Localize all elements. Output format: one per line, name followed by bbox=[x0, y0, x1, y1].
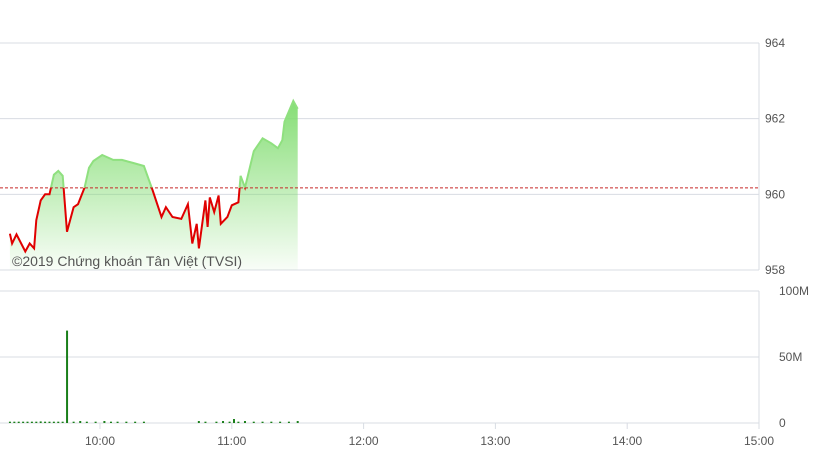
volume-bar bbox=[30, 421, 33, 423]
volume-bar bbox=[109, 421, 112, 423]
time-axis: 10:00 11:00 12:00 13:00 14:00 15:00 bbox=[85, 423, 774, 448]
volume-bar bbox=[85, 421, 88, 423]
volume-bar bbox=[39, 421, 42, 423]
time-tick-label: 13:00 bbox=[480, 434, 510, 448]
volume-bar bbox=[8, 421, 11, 423]
price-tick-label: 960 bbox=[765, 187, 785, 201]
volume-bar bbox=[125, 421, 128, 423]
volume-bar bbox=[252, 421, 255, 423]
volume-bar bbox=[57, 421, 60, 423]
price-line-up bbox=[49, 98, 299, 188]
volume-bar bbox=[116, 421, 119, 423]
volume-bar bbox=[52, 421, 55, 423]
price-tick-label: 964 bbox=[765, 36, 785, 50]
watermark: ©2019 Chứng khoán Tân Việt (TVSI) bbox=[12, 253, 242, 269]
price-tick-label: 958 bbox=[765, 263, 785, 277]
price-tick-label: 962 bbox=[765, 112, 785, 126]
volume-bar bbox=[197, 421, 200, 423]
volume-bar bbox=[261, 421, 264, 423]
volume-bar bbox=[222, 421, 225, 423]
volume-bar bbox=[48, 421, 51, 423]
volume-bar bbox=[232, 419, 235, 423]
volume-bar bbox=[142, 421, 145, 423]
volume-bar bbox=[72, 421, 75, 423]
volume-tick-label: 0 bbox=[779, 416, 786, 430]
price-area bbox=[0, 98, 759, 271]
volume-bar bbox=[66, 330, 69, 423]
volume-bar bbox=[204, 421, 207, 423]
volume-bar bbox=[215, 421, 218, 423]
time-tick-label: 10:00 bbox=[85, 434, 115, 448]
time-tick-label: 14:00 bbox=[612, 434, 642, 448]
volume-bar bbox=[61, 421, 64, 423]
volume-grid: 0 50M 100M bbox=[0, 284, 809, 430]
volume-bar bbox=[243, 421, 246, 423]
volume-bar bbox=[35, 421, 38, 423]
volume-bar bbox=[44, 421, 47, 423]
volume-tick-label: 100M bbox=[779, 284, 809, 298]
volume-bar bbox=[17, 421, 20, 423]
volume-bar bbox=[94, 421, 97, 423]
time-tick-label: 15:00 bbox=[744, 434, 774, 448]
volume-bar bbox=[13, 421, 16, 423]
price-area-fill bbox=[9, 100, 298, 271]
time-tick-label: 11:00 bbox=[217, 434, 246, 448]
volume-bar bbox=[134, 421, 137, 423]
volume-bars bbox=[8, 330, 299, 423]
volume-bar bbox=[103, 421, 106, 423]
volume-bar bbox=[287, 421, 290, 423]
volume-tick-label: 50M bbox=[779, 350, 802, 364]
volume-bar bbox=[237, 421, 240, 423]
volume-bar bbox=[26, 421, 29, 423]
volume-bar bbox=[79, 421, 82, 423]
volume-bar bbox=[270, 421, 273, 423]
volume-bar bbox=[228, 421, 231, 423]
volume-bar bbox=[296, 421, 299, 423]
volume-bar bbox=[22, 421, 25, 423]
time-tick-label: 12:00 bbox=[349, 434, 379, 448]
price-line-down bbox=[8, 187, 246, 254]
volume-bar bbox=[279, 421, 282, 423]
